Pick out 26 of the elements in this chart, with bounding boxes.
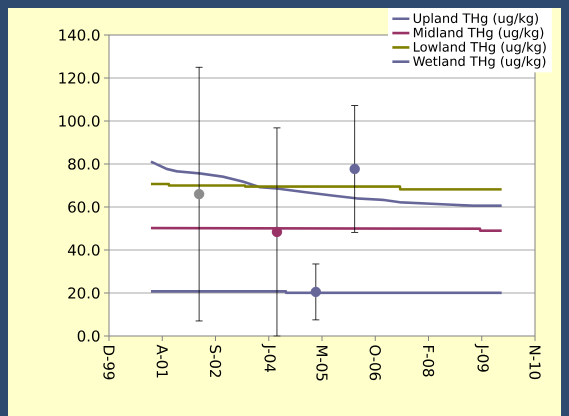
x-tick-label: O-06 (370, 345, 381, 380)
x-tick-label: N-10 (529, 346, 541, 380)
x-tick-label: A-01 (156, 344, 168, 378)
point (272, 226, 282, 238)
x-tick-label: D-99 (103, 346, 115, 380)
y-tick-label: 40.0 (68, 244, 100, 256)
y-tick-label: 20.0 (68, 287, 100, 299)
y-tick-label: 100.0 (59, 115, 100, 127)
y-tick-label: 120.0 (59, 72, 100, 84)
y-tick-label: 140.0 (59, 29, 100, 41)
legend-label: Upland THg (ug/kg) (414, 13, 538, 26)
point (350, 164, 360, 174)
point (194, 188, 204, 200)
y-tick-label: 60.0 (68, 201, 100, 213)
x-tick-label: M-05 (316, 346, 328, 381)
legend-label: Midland THg (ug/kg) (414, 27, 544, 40)
x-tick-label: F-08 (422, 346, 434, 376)
y-tick-label: 80.0 (68, 158, 100, 170)
line-series (150, 160, 503, 208)
point (310, 286, 322, 298)
x-tick-label: S-02 (210, 346, 222, 377)
x-tick-label: J-04 (262, 344, 276, 372)
y-tick-label: 0.0 (78, 330, 100, 342)
legend-label: Lowland THg (ug/kg) (414, 42, 546, 54)
x-tick-label: J-09 (474, 344, 489, 372)
legend-label: Wetland THg (ug/kg) (413, 56, 546, 69)
